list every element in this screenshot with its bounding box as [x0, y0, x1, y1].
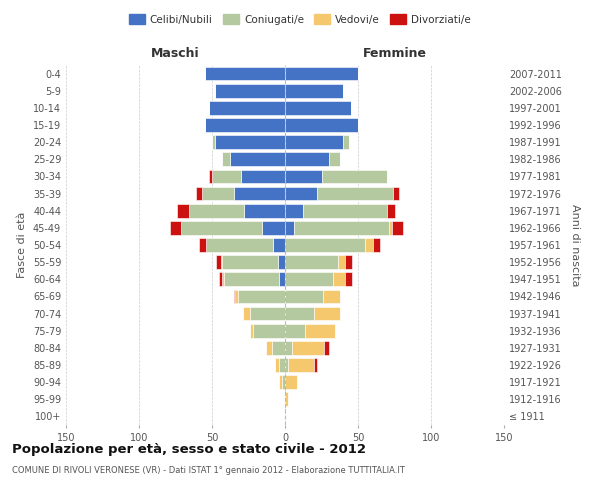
Bar	[199, 238, 206, 252]
Bar	[345, 256, 352, 269]
Bar	[238, 290, 285, 304]
Bar	[285, 186, 317, 200]
Bar	[314, 358, 317, 372]
Bar	[373, 238, 380, 252]
Bar	[278, 256, 285, 269]
Bar	[393, 186, 399, 200]
Bar	[212, 170, 241, 183]
Bar	[389, 221, 392, 234]
Bar	[285, 272, 333, 286]
Bar	[234, 186, 285, 200]
Bar	[285, 358, 288, 372]
Bar	[188, 204, 244, 218]
Bar	[222, 152, 230, 166]
Bar	[285, 204, 302, 218]
Bar	[322, 170, 387, 183]
Bar	[205, 66, 285, 80]
Bar	[392, 221, 403, 234]
Bar	[230, 152, 285, 166]
Bar	[314, 306, 340, 320]
Bar	[242, 306, 250, 320]
Bar	[253, 324, 285, 338]
Bar	[215, 84, 285, 98]
Bar	[234, 290, 235, 304]
Bar	[305, 324, 335, 338]
Bar	[285, 290, 323, 304]
Bar	[220, 272, 222, 286]
Bar	[285, 136, 343, 149]
Bar	[209, 101, 285, 114]
Bar	[279, 358, 285, 372]
Bar	[285, 376, 296, 389]
Bar	[285, 118, 358, 132]
Bar	[325, 341, 329, 354]
Bar	[235, 290, 238, 304]
Bar	[285, 324, 305, 338]
Bar	[212, 136, 215, 149]
Bar	[345, 272, 352, 286]
Bar	[294, 221, 389, 234]
Bar	[205, 118, 285, 132]
Bar	[170, 221, 181, 234]
Bar	[274, 238, 285, 252]
Bar	[262, 221, 285, 234]
Legend: Celibi/Nubili, Coniugati/e, Vedovi/e, Divorziati/e: Celibi/Nubili, Coniugati/e, Vedovi/e, Di…	[125, 10, 475, 29]
Bar	[222, 272, 224, 286]
Bar	[317, 186, 393, 200]
Bar	[196, 186, 202, 200]
Bar	[285, 101, 350, 114]
Bar	[217, 256, 221, 269]
Bar	[244, 204, 285, 218]
Bar	[292, 341, 325, 354]
Bar	[279, 376, 282, 389]
Bar	[202, 186, 234, 200]
Bar	[333, 272, 345, 286]
Bar	[222, 256, 278, 269]
Bar	[285, 84, 343, 98]
Text: Femmine: Femmine	[362, 47, 427, 60]
Y-axis label: Anni di nascita: Anni di nascita	[570, 204, 580, 286]
Bar	[285, 152, 329, 166]
Bar	[343, 136, 349, 149]
Bar	[209, 170, 212, 183]
Text: COMUNE DI RIVOLI VERONESE (VR) - Dati ISTAT 1° gennaio 2012 - Elaborazione TUTTI: COMUNE DI RIVOLI VERONESE (VR) - Dati IS…	[12, 466, 405, 475]
Bar	[329, 152, 340, 166]
Bar	[365, 238, 373, 252]
Bar	[266, 341, 272, 354]
Bar	[387, 204, 395, 218]
Bar	[323, 290, 340, 304]
Bar	[285, 221, 294, 234]
Bar	[272, 341, 285, 354]
Bar	[279, 272, 285, 286]
Bar	[250, 306, 285, 320]
Bar	[275, 358, 279, 372]
Bar	[285, 256, 338, 269]
Bar	[177, 204, 188, 218]
Bar	[250, 324, 253, 338]
Text: Popolazione per età, sesso e stato civile - 2012: Popolazione per età, sesso e stato civil…	[12, 442, 366, 456]
Bar	[285, 238, 365, 252]
Bar	[181, 221, 262, 234]
Bar	[338, 256, 345, 269]
Bar	[288, 358, 314, 372]
Bar	[285, 66, 358, 80]
Y-axis label: Fasce di età: Fasce di età	[17, 212, 27, 278]
Bar	[241, 170, 285, 183]
Text: Maschi: Maschi	[151, 47, 200, 60]
Bar	[285, 170, 322, 183]
Bar	[302, 204, 387, 218]
Bar	[285, 341, 292, 354]
Bar	[221, 256, 222, 269]
Bar	[285, 306, 314, 320]
Bar	[285, 392, 288, 406]
Bar	[206, 238, 274, 252]
Bar	[215, 136, 285, 149]
Bar	[282, 376, 285, 389]
Bar	[224, 272, 279, 286]
